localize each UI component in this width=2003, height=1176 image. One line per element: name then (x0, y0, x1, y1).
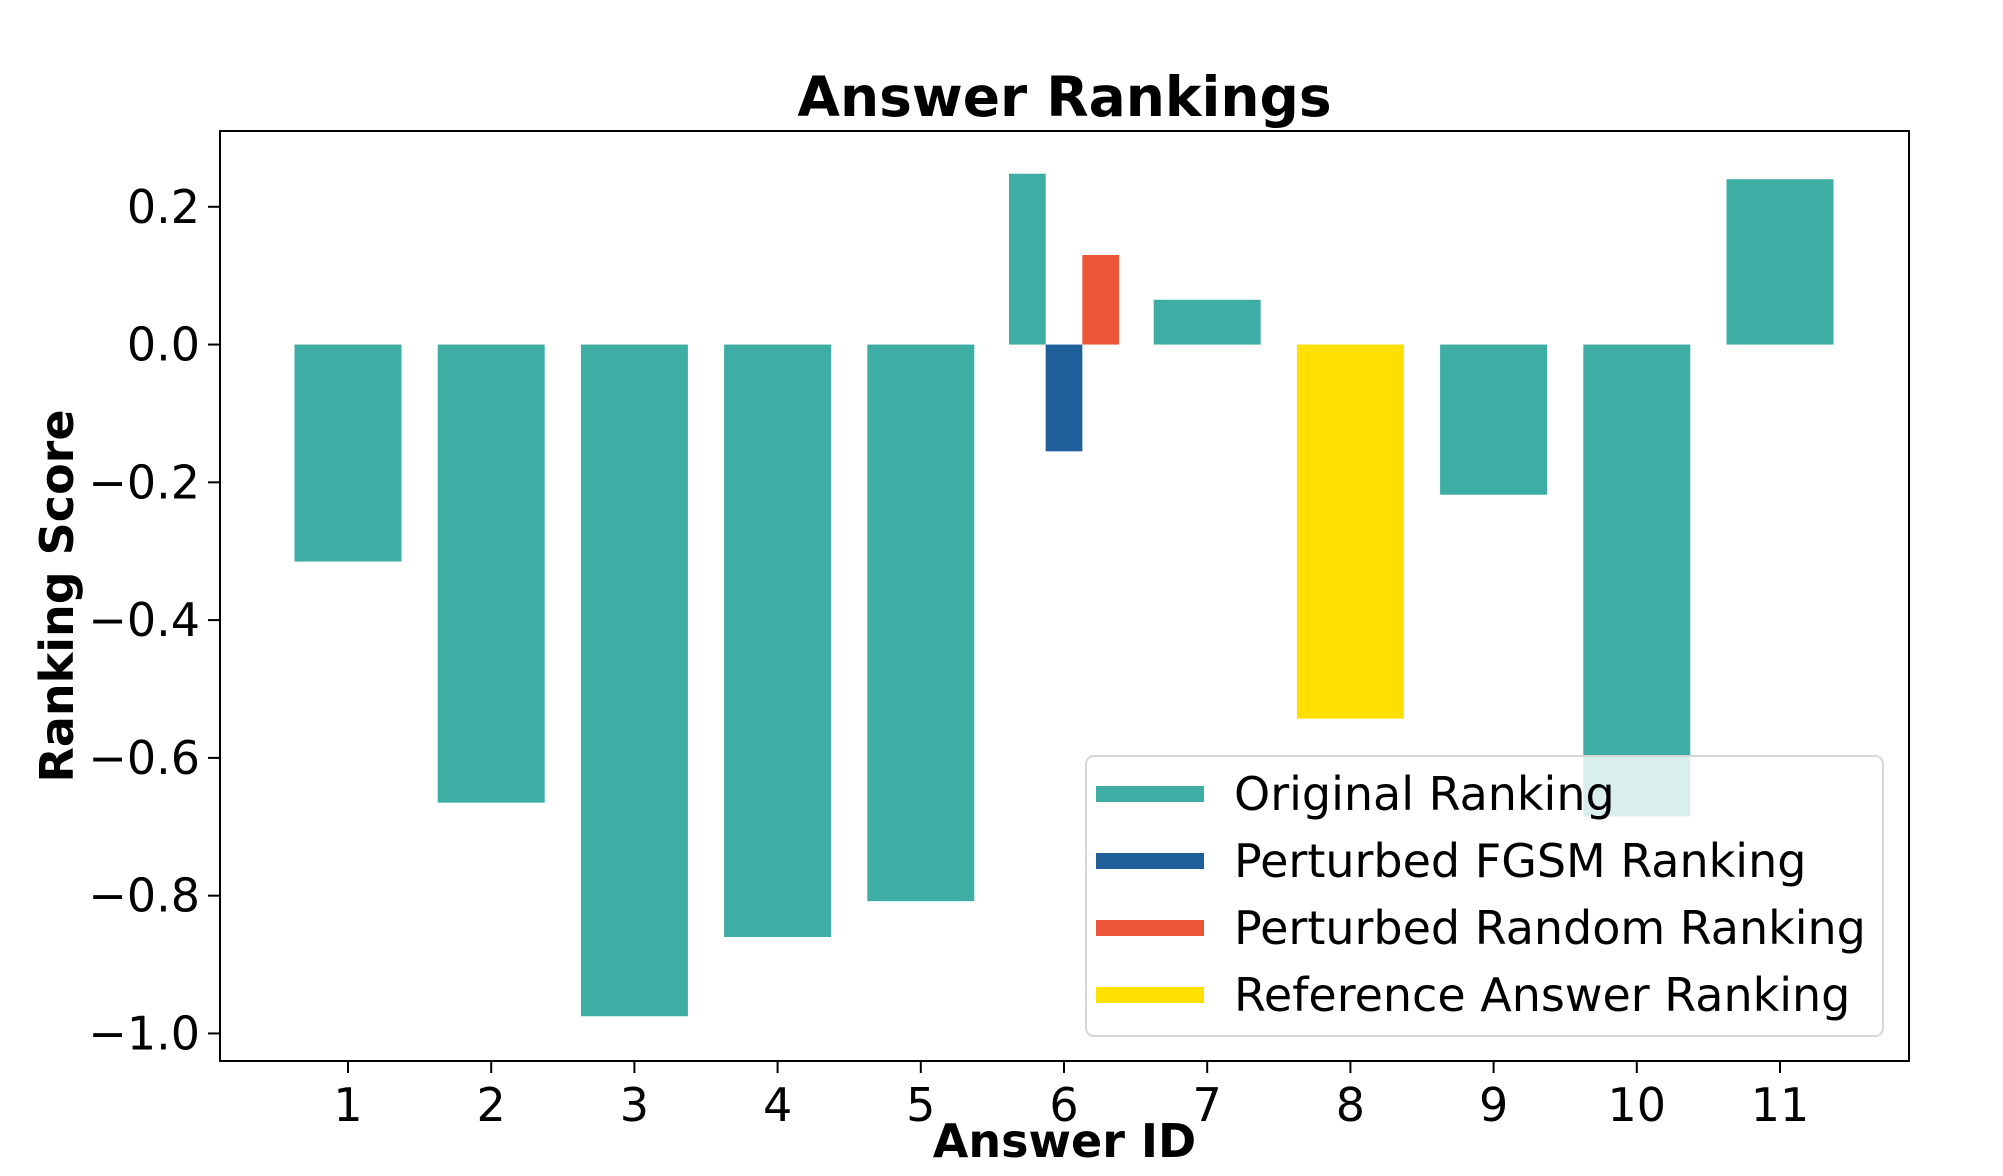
legend-label: Original Ranking (1234, 767, 1615, 821)
x-axis-title: Answer ID (933, 1114, 1196, 1168)
y-tick-label: −0.6 (88, 731, 200, 785)
bar-10-series-1 (1583, 344, 1691, 817)
x-tick-label: 3 (620, 1078, 649, 1132)
legend-label: Reference Answer Ranking (1234, 968, 1850, 1022)
y-tick-label: −0.4 (88, 593, 200, 647)
legend-label: Perturbed Random Ranking (1234, 901, 1866, 955)
bar-11-series-1 (1726, 179, 1834, 345)
legend: Original Ranking Perturbed FGSM Ranking Pe… (1085, 755, 1884, 1037)
x-tick-label: 6 (1049, 1078, 1078, 1132)
legend-swatch (1096, 987, 1204, 1003)
bar-5-series-1 (867, 344, 975, 902)
bar-6-series-3 (1082, 255, 1119, 345)
x-tick-label: 9 (1479, 1078, 1508, 1132)
y-tick-label: 0.2 (127, 180, 200, 234)
y-tick-label: 0.0 (127, 318, 200, 372)
bars-layer (294, 173, 1834, 1017)
bar-4-series-1 (724, 344, 832, 937)
bar-3-series-1 (580, 344, 688, 1017)
x-tick-label: 5 (906, 1078, 935, 1132)
y-axis: 0.2 0.0 −0.2 −0.4 −0.6 −0.8 −1.0 (88, 180, 220, 1060)
bar-9-series-1 (1440, 344, 1548, 495)
legend-label: Perturbed FGSM Ranking (1234, 834, 1806, 888)
bar-2-series-1 (437, 344, 545, 803)
x-tick-label: 7 (1193, 1078, 1222, 1132)
y-tick-label: −1.0 (88, 1006, 200, 1060)
x-tick-label: 1 (333, 1078, 362, 1132)
bar-1-series-1 (294, 344, 402, 562)
bar-6-series-1 (1009, 173, 1046, 345)
x-tick-label: 8 (1336, 1078, 1365, 1132)
legend-swatch (1096, 920, 1204, 936)
bar-6-series-2 (1045, 344, 1083, 452)
chart-title: Answer Rankings (797, 65, 1331, 129)
x-tick-label: 4 (763, 1078, 792, 1132)
x-tick-label: 11 (1751, 1078, 1810, 1132)
bar-7-series-1 (1153, 299, 1261, 345)
x-tick-label: 2 (477, 1078, 506, 1132)
y-tick-label: −0.2 (88, 455, 200, 509)
x-tick-label: 10 (1608, 1078, 1667, 1132)
legend-swatch (1096, 786, 1204, 802)
y-tick-label: −0.8 (88, 869, 200, 923)
legend-swatch (1096, 853, 1204, 869)
bar-8-series-4 (1296, 344, 1404, 719)
x-axis: 1 2 3 4 5 6 7 8 9 10 11 (333, 1061, 1809, 1132)
y-axis-title: Ranking Score (30, 409, 84, 782)
legend-box (1085, 755, 1884, 1037)
